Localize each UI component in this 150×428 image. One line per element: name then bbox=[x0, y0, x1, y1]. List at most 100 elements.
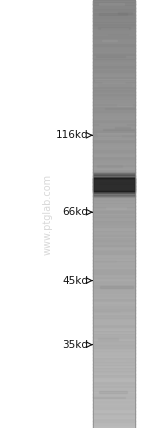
Bar bbox=[93, 239, 135, 241]
Bar bbox=[93, 104, 135, 106]
Bar bbox=[93, 228, 135, 230]
Bar bbox=[93, 57, 135, 59]
Bar bbox=[93, 409, 135, 411]
Bar bbox=[93, 372, 135, 374]
Bar bbox=[93, 250, 135, 253]
Bar bbox=[95, 260, 116, 262]
Bar bbox=[93, 357, 135, 360]
Bar bbox=[93, 162, 135, 164]
Bar bbox=[93, 44, 135, 46]
Bar bbox=[93, 179, 135, 181]
Bar bbox=[93, 268, 135, 270]
Bar bbox=[93, 75, 135, 77]
Bar bbox=[93, 248, 135, 250]
Bar bbox=[93, 320, 135, 323]
Bar bbox=[96, 56, 125, 57]
Bar bbox=[93, 279, 135, 281]
Bar bbox=[93, 404, 135, 407]
Bar bbox=[93, 97, 135, 99]
Bar bbox=[93, 203, 135, 206]
Bar bbox=[93, 132, 135, 134]
Bar bbox=[93, 306, 135, 308]
Bar bbox=[100, 286, 133, 288]
Bar bbox=[98, 84, 131, 86]
Bar bbox=[93, 231, 135, 233]
Bar bbox=[93, 303, 135, 306]
Bar bbox=[93, 101, 135, 103]
Bar bbox=[102, 82, 125, 83]
Bar bbox=[93, 94, 135, 96]
Bar bbox=[93, 205, 135, 207]
Bar bbox=[93, 335, 135, 337]
Bar bbox=[93, 283, 135, 285]
Bar bbox=[98, 339, 118, 340]
Bar bbox=[93, 163, 135, 166]
Bar bbox=[93, 171, 135, 173]
Bar bbox=[93, 256, 135, 259]
Bar bbox=[93, 315, 135, 317]
Bar bbox=[93, 323, 135, 325]
Bar bbox=[100, 404, 129, 406]
Bar bbox=[93, 195, 135, 196]
Bar bbox=[93, 300, 135, 303]
Bar bbox=[93, 312, 135, 314]
Bar bbox=[93, 166, 135, 169]
Bar bbox=[93, 322, 135, 324]
Bar bbox=[115, 127, 130, 128]
Bar bbox=[99, 13, 127, 15]
Bar bbox=[93, 98, 135, 101]
Bar bbox=[93, 184, 135, 186]
Bar bbox=[93, 165, 135, 167]
Bar bbox=[93, 307, 135, 310]
Bar bbox=[93, 121, 135, 123]
Bar bbox=[93, 178, 135, 191]
Bar bbox=[94, 238, 133, 239]
Bar bbox=[93, 411, 135, 414]
Bar bbox=[93, 95, 135, 98]
Bar bbox=[93, 181, 135, 183]
Bar bbox=[93, 263, 135, 266]
Bar bbox=[93, 403, 135, 405]
Bar bbox=[93, 112, 135, 115]
Bar bbox=[93, 28, 135, 30]
Bar bbox=[93, 410, 135, 412]
Bar bbox=[97, 61, 130, 62]
Bar bbox=[93, 225, 135, 227]
Bar bbox=[93, 3, 135, 5]
Bar bbox=[97, 165, 122, 166]
Bar bbox=[93, 229, 135, 232]
Bar bbox=[93, 326, 135, 328]
Bar bbox=[93, 61, 135, 63]
Bar bbox=[93, 92, 135, 95]
Text: 116kd: 116kd bbox=[56, 130, 88, 140]
Bar bbox=[93, 370, 135, 372]
Bar bbox=[93, 353, 135, 355]
Bar bbox=[93, 288, 135, 290]
Bar bbox=[93, 233, 135, 236]
Bar bbox=[93, 81, 135, 83]
Bar bbox=[108, 34, 128, 35]
Bar bbox=[93, 151, 135, 153]
Bar bbox=[93, 71, 135, 73]
Bar bbox=[93, 202, 135, 204]
Bar bbox=[93, 172, 135, 173]
Bar bbox=[93, 191, 135, 192]
Bar bbox=[93, 89, 135, 92]
Bar bbox=[93, 201, 135, 203]
Bar bbox=[93, 114, 135, 116]
Bar bbox=[93, 34, 135, 36]
Bar bbox=[93, 115, 135, 117]
Bar bbox=[93, 21, 135, 24]
Bar bbox=[93, 125, 135, 128]
Bar bbox=[93, 192, 135, 193]
Bar bbox=[93, 152, 135, 155]
Bar bbox=[93, 309, 135, 311]
Bar bbox=[99, 182, 133, 184]
Bar bbox=[93, 390, 135, 392]
Bar bbox=[93, 373, 135, 375]
Bar bbox=[93, 329, 135, 331]
Bar bbox=[93, 105, 135, 107]
Bar bbox=[93, 366, 135, 368]
Bar bbox=[93, 346, 135, 348]
Bar bbox=[93, 383, 135, 385]
